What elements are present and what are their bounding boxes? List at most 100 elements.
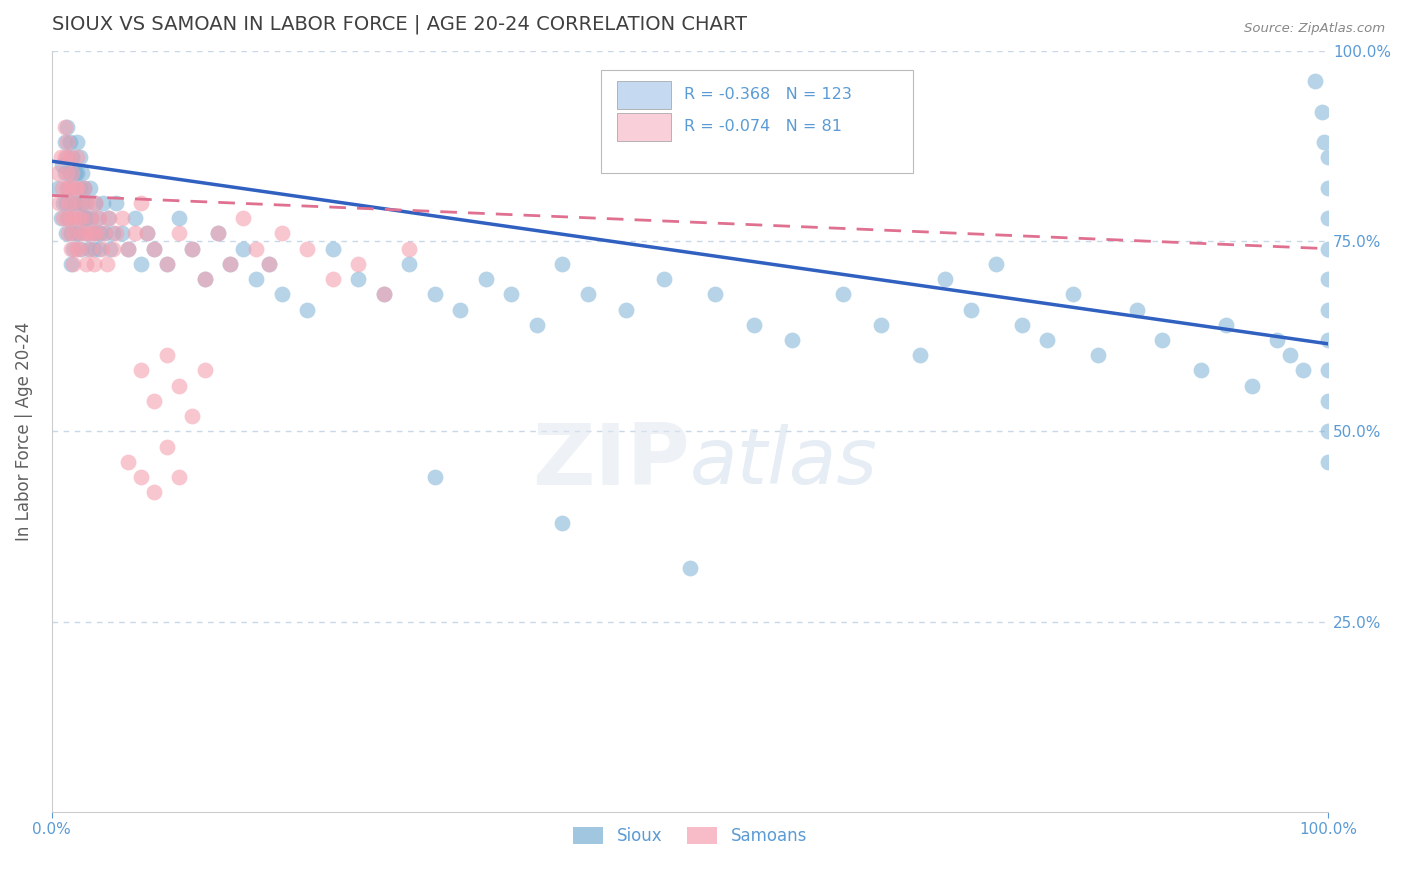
Point	[181, 242, 204, 256]
Point	[270, 287, 292, 301]
Point	[75, 227, 97, 241]
Point	[67, 242, 90, 256]
Point	[1317, 363, 1340, 377]
Point	[934, 272, 956, 286]
Point	[67, 211, 90, 226]
Point	[1291, 363, 1313, 377]
Point	[73, 181, 96, 195]
Point	[1317, 333, 1340, 347]
Point	[322, 242, 344, 256]
Point	[62, 211, 84, 226]
Point	[156, 257, 179, 271]
Point	[101, 242, 124, 256]
Point	[52, 211, 75, 226]
Point	[1317, 181, 1340, 195]
Point	[1011, 318, 1033, 332]
Point	[55, 211, 77, 226]
Point	[501, 287, 523, 301]
Point	[117, 242, 139, 256]
Point	[60, 181, 83, 195]
Point	[59, 165, 82, 179]
Point	[1189, 363, 1212, 377]
Point	[86, 227, 108, 241]
Point	[219, 257, 242, 271]
Point	[58, 181, 80, 195]
Point	[86, 227, 108, 241]
Point	[48, 196, 70, 211]
Point	[1317, 393, 1340, 408]
Point	[1317, 302, 1340, 317]
Point	[257, 257, 280, 271]
Point	[69, 196, 91, 211]
Text: R = -0.368   N = 123: R = -0.368 N = 123	[683, 87, 852, 103]
Point	[67, 227, 90, 241]
Point	[1036, 333, 1059, 347]
Point	[60, 165, 83, 179]
Point	[654, 272, 676, 286]
Point	[1317, 455, 1340, 469]
Point	[142, 242, 165, 256]
Point	[66, 135, 89, 149]
Point	[526, 318, 548, 332]
Point	[69, 150, 91, 164]
Point	[70, 242, 93, 256]
Point	[83, 257, 105, 271]
Point	[49, 150, 72, 164]
Point	[79, 181, 101, 195]
Point	[53, 165, 76, 179]
Point	[51, 158, 73, 172]
Point	[169, 211, 191, 226]
Point	[73, 211, 96, 226]
Point	[136, 227, 159, 241]
Point	[67, 196, 90, 211]
Point	[75, 257, 97, 271]
Point	[60, 196, 83, 211]
Point	[181, 242, 204, 256]
Point	[117, 455, 139, 469]
Point	[83, 242, 105, 256]
Point	[72, 211, 94, 226]
Point	[257, 257, 280, 271]
Point	[986, 257, 1008, 271]
Point	[194, 272, 217, 286]
Point	[70, 211, 93, 226]
Point	[398, 242, 420, 256]
Point	[449, 302, 471, 317]
Point	[1317, 272, 1340, 286]
Point	[245, 272, 267, 286]
Point	[117, 242, 139, 256]
Point	[169, 227, 191, 241]
Point	[84, 196, 107, 211]
Point	[270, 227, 292, 241]
Point	[62, 227, 84, 241]
Point	[1240, 378, 1263, 392]
Point	[908, 348, 931, 362]
Point	[58, 227, 80, 241]
Point	[66, 165, 89, 179]
Point	[66, 181, 89, 195]
Point	[87, 242, 110, 256]
Point	[76, 211, 98, 226]
Point	[156, 348, 179, 362]
Point	[72, 165, 94, 179]
Point	[1305, 74, 1327, 88]
Point	[98, 211, 121, 226]
Point	[91, 196, 114, 211]
Point	[80, 211, 103, 226]
Text: SIOUX VS SAMOAN IN LABOR FORCE | AGE 20-24 CORRELATION CHART: SIOUX VS SAMOAN IN LABOR FORCE | AGE 20-…	[52, 15, 747, 35]
Point	[156, 257, 179, 271]
Text: atlas: atlas	[690, 424, 877, 500]
Point	[347, 257, 370, 271]
Point	[51, 181, 73, 195]
Point	[142, 485, 165, 500]
Point	[870, 318, 893, 332]
Point	[86, 211, 108, 226]
Point	[474, 272, 496, 286]
Point	[53, 135, 76, 149]
Point	[59, 227, 82, 241]
Point	[1125, 302, 1147, 317]
Point	[169, 470, 191, 484]
Point	[551, 257, 574, 271]
Point	[1317, 242, 1340, 256]
Point	[104, 196, 127, 211]
